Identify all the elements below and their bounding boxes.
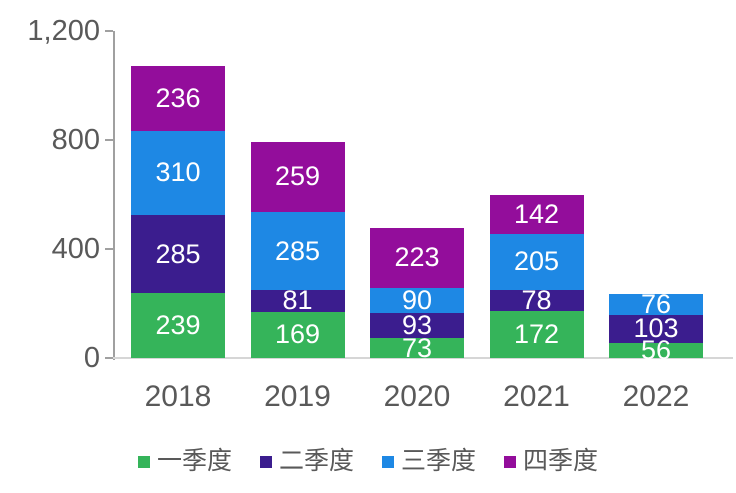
- bar-segment-2020-三季度[interactable]: 90: [370, 284, 464, 315]
- y-axis-tick: [105, 248, 113, 250]
- bar-value-label: 172: [513, 319, 560, 350]
- x-axis-label-2022: 2022: [622, 380, 690, 413]
- legend-item-三季度[interactable]: 三季度: [382, 449, 476, 474]
- bar-segment-2019-二季度[interactable]: 81: [250, 285, 345, 316]
- legend-label: 四季度: [523, 447, 599, 475]
- y-axis-tick: [105, 30, 113, 32]
- bar-value-label: 78: [521, 285, 552, 316]
- bar-segment-2018-三季度[interactable]: 310: [131, 130, 225, 216]
- y-axis-tick: [105, 357, 113, 359]
- bar-value-label: 285: [155, 238, 201, 269]
- bar-value-label: 236: [155, 83, 201, 114]
- y-axis-tick: [105, 139, 113, 141]
- bar-segment-2021-三季度[interactable]: 205: [489, 234, 584, 290]
- legend: 一季度 二季度 三季度 四季度: [0, 449, 736, 474]
- legend-item-一季度[interactable]: 一季度: [137, 447, 232, 475]
- bar-segment-2020-二季度[interactable]: 93: [370, 309, 464, 340]
- bar-segment-2020-四季度[interactable]: 223: [370, 227, 464, 289]
- bar-value-label: 310: [155, 157, 201, 188]
- x-axis-label-2021: 2021: [503, 380, 570, 413]
- legend-swatch-icon: [382, 455, 394, 468]
- bar-value-label: 285: [274, 235, 321, 266]
- bar-value-label: 90: [401, 284, 433, 315]
- y-axis-line: [113, 31, 115, 360]
- legend-item-二季度[interactable]: 二季度: [259, 447, 354, 475]
- bar-value-label: 169: [274, 319, 321, 350]
- legend-item-四季度[interactable]: 四季度: [504, 449, 598, 474]
- x-axis-label-2019: 2019: [264, 380, 331, 413]
- bar-segment-2022-三季度[interactable]: 76: [609, 288, 703, 319]
- bar-value-label: 103: [633, 313, 679, 344]
- y-tick-label: 0: [83, 342, 100, 374]
- bar-segment-2018-二季度[interactable]: 285: [131, 215, 225, 293]
- bar-value-label: 142: [513, 199, 560, 230]
- x-axis-baseline: [113, 357, 733, 359]
- bar-value-label: 76: [640, 288, 672, 319]
- bar-segment-2020-一季度[interactable]: 73: [370, 334, 464, 361]
- bar-segment-2021-四季度[interactable]: 142: [489, 195, 584, 234]
- bar-value-label: 205: [513, 246, 560, 277]
- bar-segment-2019-四季度[interactable]: 259: [250, 141, 345, 213]
- bar-value-label: 81: [282, 285, 313, 316]
- x-axis-label-2018: 2018: [144, 380, 212, 413]
- bar-value-label: 259: [274, 161, 321, 192]
- bar-value-label: 56: [640, 334, 672, 365]
- bar-segment-2019-三季度[interactable]: 285: [250, 212, 345, 290]
- legend-label: 三季度: [401, 447, 477, 475]
- legend-label: 二季度: [278, 447, 354, 475]
- y-tick-label: 1,200: [27, 15, 100, 47]
- bar-segment-2022-一季度[interactable]: 56: [609, 336, 703, 363]
- bar-segment-2019-一季度[interactable]: 169: [250, 311, 345, 358]
- y-tick-label: 800: [51, 124, 100, 156]
- bar-value-label: 73: [401, 332, 433, 363]
- bar-value-label: 239: [155, 309, 201, 340]
- bar-segment-2021-二季度[interactable]: 78: [489, 285, 584, 316]
- legend-swatch-icon: [504, 455, 517, 468]
- bar-segment-2022-二季度[interactable]: 103: [609, 313, 703, 344]
- legend-label: 一季度: [156, 447, 232, 475]
- legend-swatch-icon: [259, 455, 272, 468]
- legend-swatch-icon: [137, 455, 150, 468]
- bar-segment-2018-四季度[interactable]: 236: [131, 66, 225, 131]
- bar-value-label: 93: [401, 309, 433, 340]
- y-tick-label: 400: [51, 233, 100, 265]
- bar-segment-2021-一季度[interactable]: 172: [489, 311, 584, 358]
- x-axis-label-2020: 2020: [383, 380, 451, 413]
- bar-value-label: 223: [394, 242, 440, 273]
- bar-segment-2018-一季度[interactable]: 239: [131, 292, 225, 358]
